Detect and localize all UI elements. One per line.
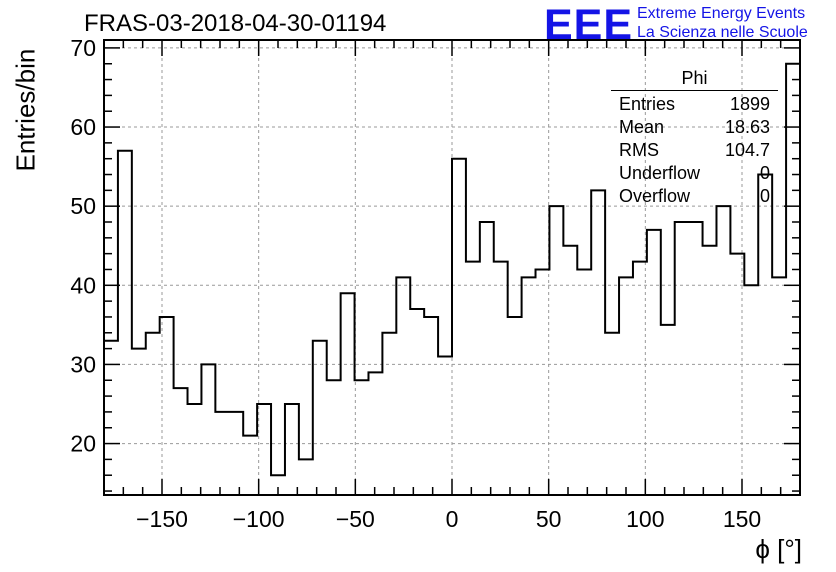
stats-label: Mean	[619, 117, 665, 137]
stats-row-underflow: Underflow 0	[611, 162, 778, 185]
y-tick-label: 20	[70, 431, 96, 457]
y-tick-label: 40	[70, 272, 96, 298]
y-tick-label: 30	[70, 351, 96, 377]
stats-label: Entries	[619, 94, 676, 114]
x-tick-labels: −150 −100 −50 0 50 100 150	[136, 506, 761, 532]
stats-label: RMS	[619, 140, 659, 160]
stats-value: 18.63	[724, 117, 770, 137]
logo-line-2: La Scienza nelle Scuole	[637, 24, 808, 41]
y-axis-label: Entries/bin	[10, 48, 41, 172]
y-tick-label: 60	[70, 114, 96, 140]
stats-box-rule	[611, 90, 778, 91]
stats-row-mean: Mean 18.63	[611, 116, 778, 139]
stats-value: 1899	[729, 94, 770, 114]
x-tick-label: −150	[136, 506, 188, 532]
x-tick-label: −100	[233, 506, 285, 532]
stats-label: Underflow	[619, 163, 701, 183]
x-tick-label: 50	[536, 506, 562, 532]
stats-row-overflow: Overflow 0	[611, 185, 778, 208]
x-axis-label: ϕ [°]	[755, 534, 802, 564]
stats-box: Phi Entries 1899 Mean 18.63 RMS 104.7 Un…	[611, 68, 778, 208]
eee-logo: EEE	[544, 1, 634, 49]
stats-row-rms: RMS 104.7	[611, 139, 778, 162]
y-tick-label: 50	[70, 193, 96, 219]
stats-row-entries: Entries 1899	[611, 93, 778, 116]
x-tick-label: 100	[626, 506, 664, 532]
histogram-series	[104, 62, 800, 477]
stats-value: 0	[759, 163, 770, 183]
y-tick-labels: 20 30 40 50 60 70	[70, 35, 96, 457]
logo-line-1: Extreme Energy Events	[637, 5, 806, 22]
x-tick-label: 0	[446, 506, 459, 532]
stats-box-title: Phi	[681, 68, 708, 88]
y-tick-label: 70	[70, 35, 96, 61]
x-tick-label: −50	[336, 506, 375, 532]
axis-ticks	[104, 40, 800, 495]
stats-label: Overflow	[619, 186, 691, 206]
stats-value: 104.7	[724, 140, 770, 160]
stats-value: 0	[759, 186, 770, 206]
chart-title: FRAS-03-2018-04-30-01194	[84, 10, 387, 37]
x-tick-label: 150	[723, 506, 761, 532]
